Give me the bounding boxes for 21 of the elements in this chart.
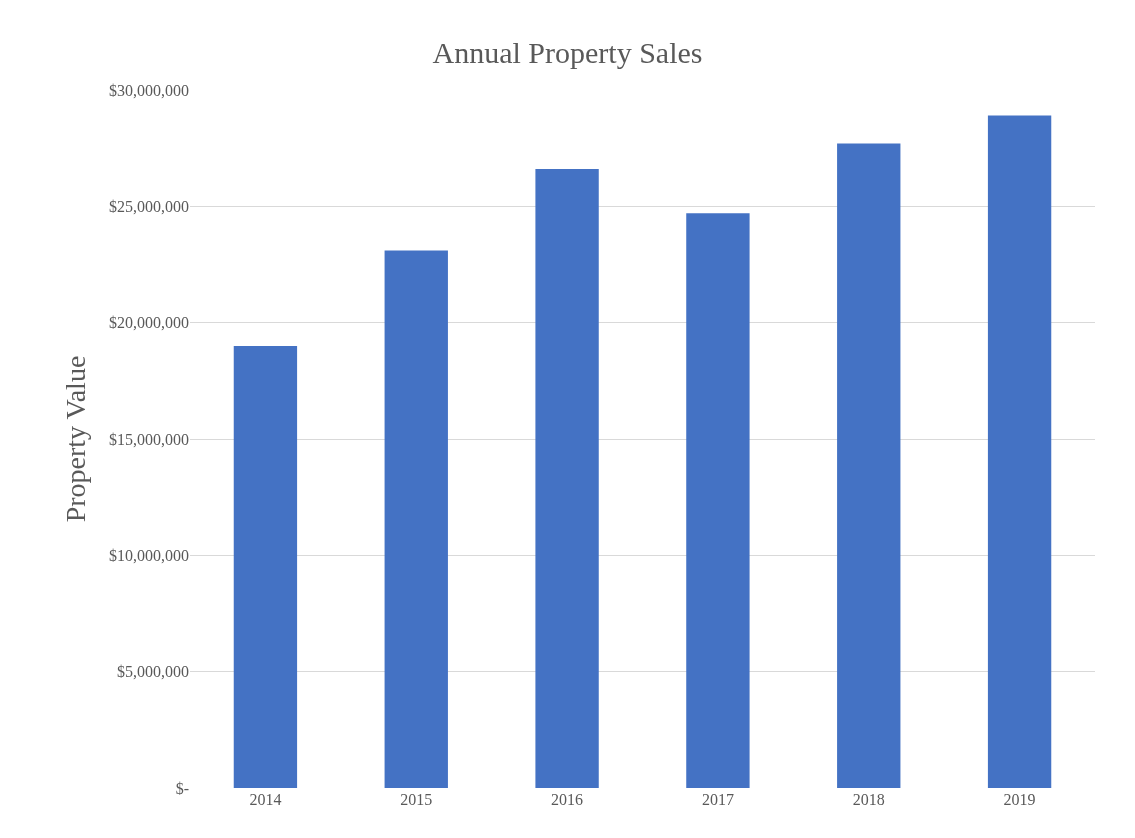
x-tick-label: 2014 — [249, 791, 282, 808]
x-tick-label: 2016 — [551, 791, 584, 808]
x-tick-label: 2019 — [1003, 791, 1036, 808]
x-tick-label: 2015 — [400, 791, 433, 808]
y-tick-label: $20,000,000 — [109, 314, 189, 332]
bar — [686, 213, 750, 788]
y-tick-label: $30,000,000 — [109, 81, 189, 99]
bar — [837, 143, 901, 788]
bar — [233, 345, 298, 788]
bar — [987, 115, 1052, 788]
y-axis-title: Property Value — [59, 355, 91, 523]
x-tick-label: 2018 — [852, 791, 885, 808]
y-tick-label: $25,000,000 — [109, 197, 189, 215]
y-tick-label: $5,000,000 — [117, 663, 189, 681]
x-tick-label: 2017 — [701, 791, 734, 808]
y-tick-label: $- — [175, 779, 189, 797]
y-tick-label: $15,000,000 — [109, 430, 189, 448]
bar — [384, 250, 448, 788]
chart-title: Annual Property Sales — [432, 35, 703, 69]
bar — [535, 169, 599, 788]
y-tick-label: $10,000,000 — [109, 546, 189, 564]
